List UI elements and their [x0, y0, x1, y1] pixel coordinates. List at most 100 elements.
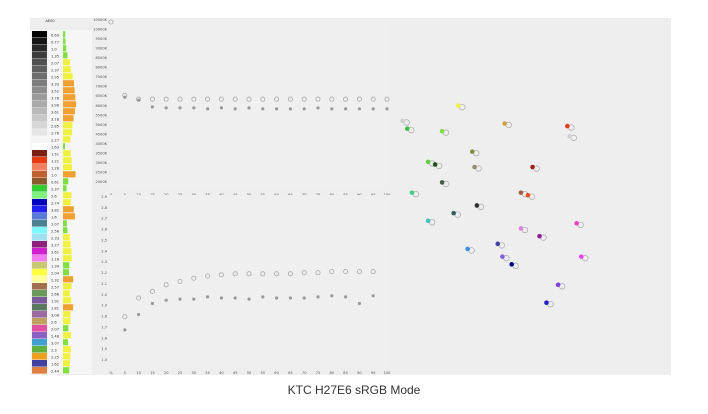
measured-point [400, 118, 405, 124]
gamma-chart-point-open [274, 271, 280, 277]
de-value-label: 0.69 [51, 34, 60, 38]
color-swatch [32, 360, 47, 367]
cct-chart-point-open [370, 96, 376, 102]
measured-point [530, 164, 535, 170]
color-swatch [32, 311, 47, 318]
color-swatch [32, 297, 47, 304]
de-value-label: 3.07 [51, 342, 59, 346]
gamma-chart-plot-area [108, 195, 390, 368]
gamma-chart-point-filled [316, 295, 320, 299]
de-bar [63, 157, 72, 164]
gamma-chart-point-filled [371, 294, 375, 298]
gamma-chart-point-filled [330, 294, 334, 298]
measured-point [518, 190, 524, 195]
cct-chart-y-tick-label: 5500K [95, 113, 107, 117]
de-value-label: 3.33 [51, 83, 59, 87]
gamma-chart-point-open [260, 271, 266, 277]
measured-point [404, 126, 410, 131]
color-swatch [32, 101, 47, 108]
cct-chart-point-filled [192, 106, 196, 110]
gamma-chart-point-filled [150, 301, 154, 306]
de-value-label: 2.3 [51, 349, 57, 353]
color-swatch [32, 80, 47, 87]
gamma-chart-x-tick-label: 10 [136, 371, 141, 375]
de-value-label: 3.61 [51, 251, 59, 255]
de-bar [63, 346, 71, 353]
cct-chart-point-filled [357, 107, 361, 111]
cct-chart-point-open [246, 96, 252, 102]
gamma-chart-y-tick-label: 2.9 [101, 195, 107, 199]
de-value-label: 1.62 [51, 363, 59, 367]
de-bar [63, 234, 70, 241]
chart-caption: KTC H27E6 sRGB Mode [287, 383, 421, 397]
de-value-label: 3.82 [51, 209, 59, 213]
cct-chart-point-filled [233, 107, 237, 111]
de-value-label: 3.27 [51, 244, 59, 248]
cct-chart-point-filled [150, 105, 154, 109]
measured-point [465, 246, 470, 252]
gamma-chart-y-tick-label: 2.6 [101, 228, 107, 232]
de-bar [63, 136, 71, 143]
gamma-chart-point-open [315, 270, 321, 276]
measured-point [500, 254, 505, 259]
measured-point [425, 218, 431, 224]
color-swatch [32, 143, 47, 150]
de-bar [63, 269, 69, 276]
gamma-chart-point-filled [123, 328, 127, 332]
de-bar [63, 332, 72, 339]
cct-chart-y-tick-label: 3500K [95, 151, 107, 155]
de-bar [63, 171, 76, 178]
cct-chart-point-open [274, 96, 280, 102]
color-swatch [32, 164, 47, 171]
de-bar [63, 38, 66, 45]
gamma-chart-point-open [177, 278, 183, 284]
cct-chart-point-filled [123, 95, 127, 99]
de-bar [63, 241, 71, 248]
cct-chart-point-open [163, 96, 169, 102]
gamma-chart-y-tick-label: 1.4 [101, 358, 107, 362]
color-swatch [32, 45, 47, 52]
de-value-label: 2.33 [51, 237, 59, 241]
gamma-chart-x-tick-label: 45 [233, 371, 238, 375]
de-value-label: 2.48 [51, 335, 60, 339]
de-bar [63, 108, 75, 115]
cct-chart-point-open [315, 96, 321, 102]
de-bar [63, 59, 70, 66]
measured-point [537, 233, 542, 239]
cct-chart-point-filled [330, 107, 334, 111]
gamma-chart-point-open [343, 269, 349, 275]
cct-chart-point-open [232, 96, 238, 102]
color-swatch [32, 367, 47, 374]
color-swatch [32, 171, 47, 178]
gamma-chart-y-tick-label: 2.0 [101, 293, 107, 297]
de-bar [63, 129, 73, 136]
de-bar [63, 87, 75, 94]
de-bar [63, 143, 66, 150]
color-swatch [32, 290, 47, 297]
de-bar [63, 255, 72, 262]
cct-chart-point-filled [247, 106, 251, 110]
gamma-chart-y-tick-label: 1.7 [101, 325, 107, 329]
de-value-label: 2.85 [51, 125, 59, 129]
de-bar [63, 325, 69, 332]
de-bar [63, 206, 74, 213]
de-bar [63, 297, 72, 304]
color-swatch [32, 346, 47, 353]
color-swatch [32, 220, 47, 227]
color-swatch [32, 136, 47, 143]
measured-point [469, 149, 475, 154]
color-swatch [32, 353, 47, 360]
gamma-chart-point-open [370, 269, 376, 275]
color-swatch [32, 325, 47, 332]
gamma-chart-y-tick-label: 1.6 [101, 336, 107, 340]
gamma-chart-y-tick-label: 2.3 [101, 260, 107, 264]
gamma-chart-point-open [205, 273, 211, 279]
cct-chart-point-filled [385, 107, 389, 111]
gamma-chart-point-filled [261, 295, 265, 299]
gamma-chart-point-filled [288, 296, 292, 300]
gamma-chart-x-tick-label: 70 [302, 371, 307, 375]
gamma-chart-point-filled [233, 296, 237, 300]
cct-chart-point-filled [137, 98, 141, 102]
gamma-chart-x-tick-label: 65 [288, 371, 293, 375]
gamma-chart-point-open [163, 282, 169, 288]
